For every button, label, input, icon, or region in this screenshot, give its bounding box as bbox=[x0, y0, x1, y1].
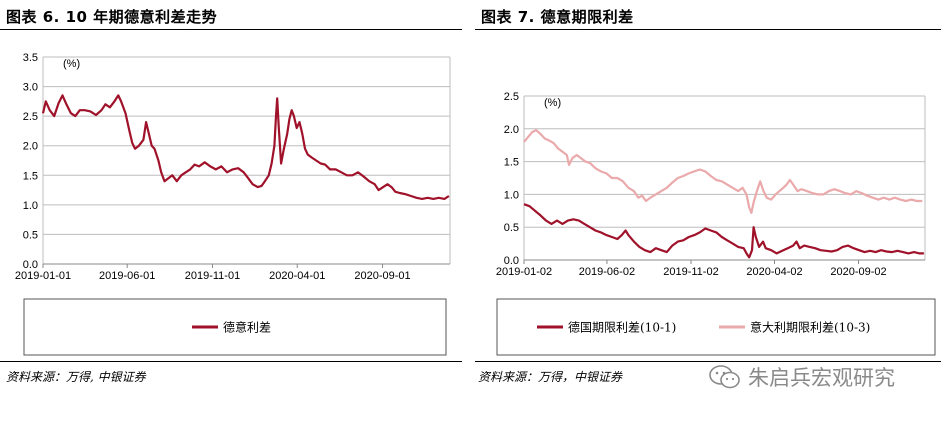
left-panel-title: 图表 6. 10 年期德意利差走势 bbox=[6, 8, 218, 26]
right-title-rule bbox=[475, 29, 941, 30]
right-panel-title: 图表 7. 德意期限利差 bbox=[481, 8, 634, 26]
x-tick-label: 2020-09-01 bbox=[354, 270, 410, 282]
y-tick-label: 0.5 bbox=[23, 229, 38, 241]
wechat-icon bbox=[709, 365, 740, 389]
series-line-0 bbox=[523, 203, 924, 259]
left-title-rule bbox=[0, 29, 462, 30]
y-tick-label: 2.5 bbox=[504, 91, 519, 103]
legend-label-1: 意大利期限利差(10-3) bbox=[750, 320, 870, 335]
right-legend: 德国期限利差(10-1) 意大利期限利差(10-3) bbox=[537, 320, 870, 335]
x-tick-label: 2019-06-02 bbox=[579, 266, 635, 278]
unit-label: (%) bbox=[63, 58, 80, 70]
y-tick-label: 1.0 bbox=[23, 200, 38, 212]
left-source: 资料来源：万得, 中银证券 bbox=[6, 370, 146, 384]
y-tick-label: 1.5 bbox=[504, 157, 519, 169]
y-tick-label: 3.0 bbox=[23, 82, 38, 94]
y-tick-label: 2.0 bbox=[504, 124, 519, 136]
right-plot-area: 0.0 0.5 1.0 1.5 2.0 2.5 (%) 2019-01-02 2019-06-0… bbox=[496, 91, 926, 278]
watermark-text: 朱启兵宏观研究 bbox=[748, 366, 895, 390]
y-tick-label: 0.5 bbox=[504, 222, 519, 234]
legend-label-0: 德意利差 bbox=[223, 320, 271, 335]
left-source-rule bbox=[0, 361, 462, 362]
right-source: 资料来源：万得，中银证券 bbox=[478, 370, 623, 384]
series-line-0 bbox=[41, 94, 450, 200]
x-tick-label: 2019-06-01 bbox=[99, 270, 155, 282]
chart-left: 0.0 0.5 1.0 1.5 2.0 2.5 3.0 3.5 (%) 2019-01-01 201… bbox=[15, 52, 451, 356]
x-tick-label: 2019-01-01 bbox=[15, 270, 71, 282]
x-tick-label: 2020-09-02 bbox=[830, 266, 886, 278]
x-tick-label: 2020-04-01 bbox=[269, 270, 325, 282]
right-source-rule bbox=[475, 361, 941, 362]
y-tick-label: 2.0 bbox=[23, 141, 38, 153]
unit-label: (%) bbox=[544, 97, 561, 109]
y-tick-label: 0.0 bbox=[23, 259, 38, 271]
series-line-1 bbox=[523, 129, 923, 214]
x-tick-label: 2020-04-02 bbox=[746, 266, 802, 278]
y-tick-label: 3.5 bbox=[23, 52, 38, 64]
right-legend-box bbox=[496, 298, 936, 356]
left-plot-area: 0.0 0.5 1.0 1.5 2.0 2.5 3.0 3.5 (%) 2019-01-01 201… bbox=[15, 52, 451, 282]
x-tick-label: 2019-11-01 bbox=[185, 270, 240, 282]
y-tick-label: 0.0 bbox=[504, 255, 519, 267]
y-tick-label: 2.5 bbox=[23, 111, 38, 123]
legend-label-0: 德国期限利差(10-1) bbox=[568, 320, 676, 335]
watermark: 朱启兵宏观研究 bbox=[708, 362, 895, 392]
chart-right: 0.0 0.5 1.0 1.5 2.0 2.5 (%) 2019-01-02 2019-06-0… bbox=[496, 91, 936, 356]
y-tick-label: 1.0 bbox=[504, 189, 519, 201]
x-tick-label: 2019-01-02 bbox=[496, 266, 552, 278]
left-legend-box bbox=[23, 298, 447, 356]
x-tick-label: 2019-11-02 bbox=[663, 266, 718, 278]
left-legend: 德意利差 bbox=[192, 320, 271, 335]
y-tick-label: 1.5 bbox=[23, 170, 38, 182]
